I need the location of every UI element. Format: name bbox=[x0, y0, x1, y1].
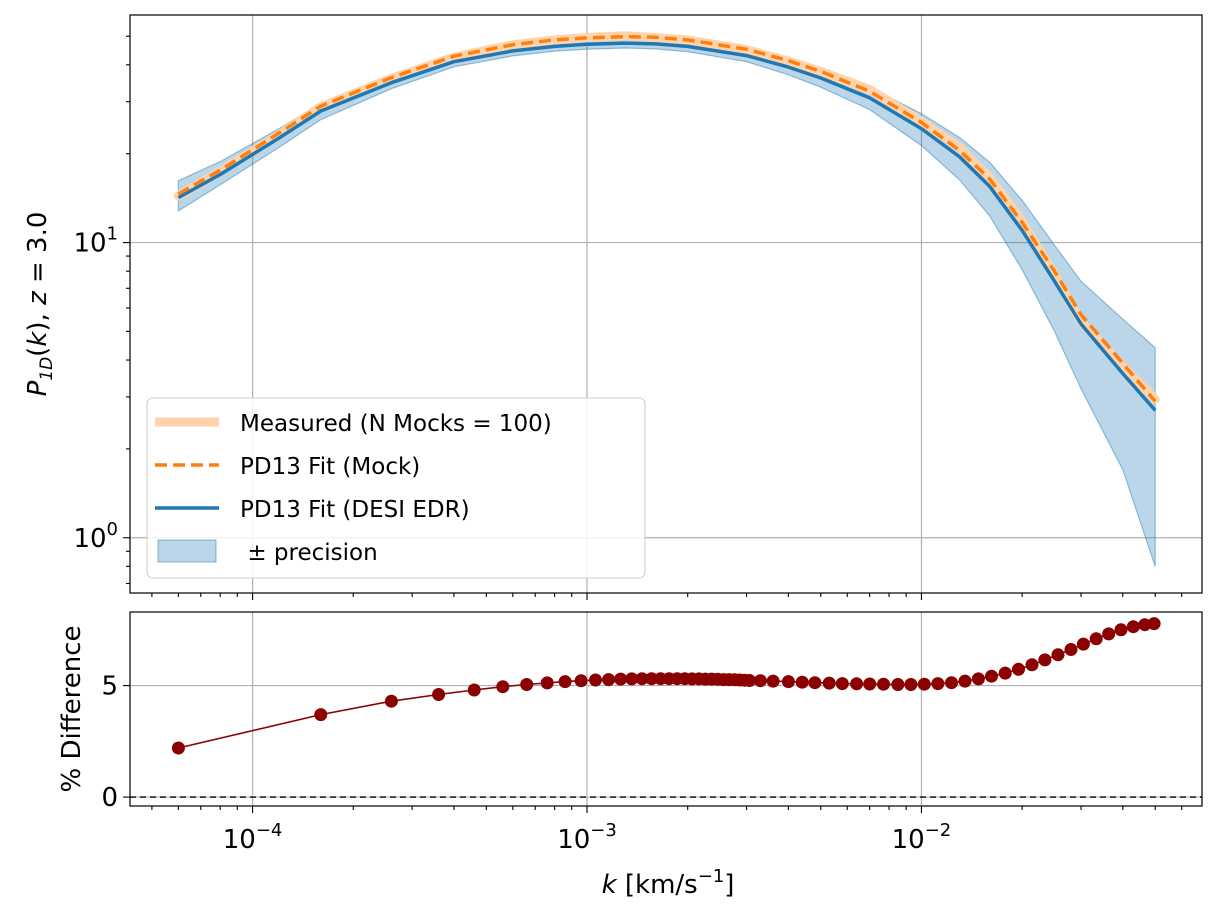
difference-point bbox=[432, 688, 446, 701]
difference-point bbox=[1089, 632, 1103, 646]
bottom-axes-frame bbox=[129, 611, 1203, 807]
difference-series-layer bbox=[171, 617, 1161, 755]
difference-point bbox=[645, 672, 659, 686]
bottom-x-tick-labels: 10−4 10−3 10−2 bbox=[223, 820, 952, 855]
difference-point bbox=[917, 677, 931, 691]
bottom-panel: 05 10−4 10−3 10−2 % Difference k [km/s−1] bbox=[57, 611, 1203, 900]
bottom-x-tick-base: 10 bbox=[223, 825, 256, 855]
difference-point bbox=[540, 676, 554, 690]
difference-point bbox=[931, 677, 945, 691]
difference-point bbox=[171, 741, 185, 755]
bottom-y-tick-label: 0 bbox=[101, 783, 118, 813]
difference-point bbox=[1102, 627, 1116, 641]
difference-point bbox=[467, 683, 481, 697]
difference-point bbox=[971, 672, 985, 686]
series-lines-layer bbox=[173, 31, 1160, 412]
top-y-tick-base: 10 bbox=[73, 229, 106, 259]
difference-point bbox=[1147, 617, 1161, 631]
mock-fit-line bbox=[177, 34, 1157, 403]
difference-point bbox=[614, 672, 628, 686]
top-axes-frame bbox=[129, 14, 1203, 594]
difference-point bbox=[1076, 637, 1090, 651]
difference-point bbox=[766, 674, 780, 688]
bottom-x-tick-base: 10 bbox=[892, 825, 925, 855]
difference-point bbox=[822, 676, 836, 690]
difference-point bbox=[795, 675, 809, 689]
top-y-tick-base: 10 bbox=[73, 524, 106, 554]
difference-point bbox=[753, 674, 767, 688]
difference-point bbox=[625, 672, 639, 686]
difference-point bbox=[1038, 653, 1052, 667]
difference-point bbox=[1138, 618, 1152, 632]
x-axis-label: k [km/s−1] bbox=[602, 866, 735, 900]
top-ticks bbox=[123, 35, 1183, 600]
difference-point bbox=[589, 673, 602, 687]
legend-label-desi-fit: PD13 Fit (DESI EDR) bbox=[240, 497, 470, 523]
difference-point bbox=[314, 708, 328, 722]
difference-point bbox=[1012, 662, 1025, 676]
difference-point bbox=[1025, 658, 1039, 672]
top-y-tick-label: 101 bbox=[73, 224, 118, 259]
difference-point bbox=[1064, 643, 1078, 656]
difference-point bbox=[877, 677, 890, 691]
top-y-axis-label: P1D(k), z = 3.0 bbox=[23, 212, 57, 397]
difference-point bbox=[1051, 648, 1065, 662]
difference-point bbox=[781, 675, 795, 689]
bottom-x-tick-base: 10 bbox=[557, 825, 590, 855]
top-y-tick-label: 100 bbox=[73, 519, 118, 554]
difference-point bbox=[520, 678, 534, 691]
legend-box bbox=[146, 397, 646, 579]
difference-point bbox=[891, 678, 905, 691]
difference-point bbox=[945, 676, 958, 690]
desi-fit-line bbox=[177, 41, 1157, 412]
bottom-y-tick-labels: 05 bbox=[101, 672, 118, 813]
bottom-x-tick-label: 10−2 bbox=[892, 820, 952, 855]
legend-label-mock-fit: PD13 Fit (Mock) bbox=[240, 454, 420, 480]
difference-point bbox=[574, 674, 588, 688]
bottom-x-tick-exponent: −3 bbox=[590, 820, 617, 841]
legend-label-precision: ± precision bbox=[240, 540, 378, 566]
difference-point bbox=[850, 677, 864, 691]
difference-point bbox=[496, 680, 510, 694]
top-y-tick-exponent: 1 bbox=[107, 224, 118, 245]
legend: Measured (N Mocks = 100) PD13 Fit (Mock)… bbox=[146, 397, 646, 579]
difference-point bbox=[1114, 623, 1128, 637]
bottom-x-tick-label: 10−4 bbox=[223, 820, 283, 855]
difference-point bbox=[384, 694, 398, 708]
difference-point bbox=[863, 677, 877, 691]
difference-point bbox=[985, 669, 998, 683]
difference-point bbox=[558, 675, 572, 689]
difference-point bbox=[808, 676, 822, 690]
bottom-x-tick-exponent: −4 bbox=[256, 820, 283, 841]
bottom-x-tick-label: 10−3 bbox=[557, 820, 617, 855]
difference-point bbox=[743, 674, 756, 687]
bottom-ticks bbox=[123, 685, 1183, 813]
difference-point bbox=[998, 666, 1012, 680]
difference-point bbox=[958, 674, 972, 688]
legend-label-measured: Measured (N Mocks = 100) bbox=[240, 411, 552, 437]
difference-point bbox=[835, 677, 849, 691]
legend-label-precision-text: ± precision bbox=[247, 540, 377, 566]
legend-swatch-precision bbox=[157, 539, 217, 563]
top-y-tick-exponent: 0 bbox=[107, 519, 118, 540]
difference-point bbox=[602, 673, 616, 687]
difference-point bbox=[1126, 620, 1140, 634]
bottom-x-tick-exponent: −2 bbox=[925, 820, 952, 841]
bottom-y-tick-label: 5 bbox=[101, 672, 118, 702]
difference-point bbox=[635, 672, 649, 686]
bottom-y-axis-label: % Difference bbox=[57, 625, 87, 792]
difference-point bbox=[904, 678, 918, 691]
